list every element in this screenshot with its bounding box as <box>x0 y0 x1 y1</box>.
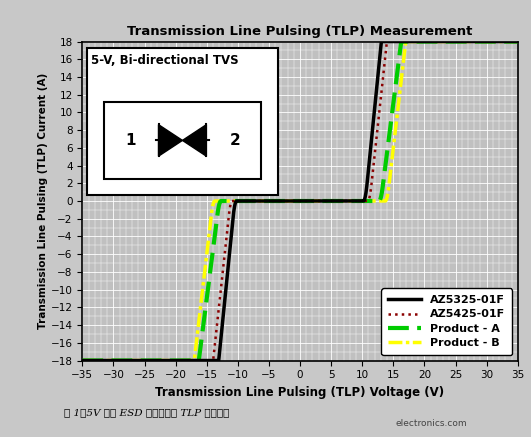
AZ5325-01F <box>502 39 509 44</box>
Product - B <box>279 198 286 204</box>
Product - A <box>502 39 508 44</box>
Product - B <box>402 39 409 44</box>
Line: AZ5425-01F: AZ5425-01F <box>82 42 518 361</box>
AZ5325-01F <box>515 39 521 44</box>
Product - B <box>515 39 521 44</box>
Product - B <box>101 358 108 363</box>
AZ5325-01F <box>291 198 297 204</box>
Product - B <box>502 39 509 44</box>
Product - A <box>398 39 405 44</box>
AZ5425-01F <box>101 358 108 363</box>
Product - B <box>502 39 508 44</box>
AZ5425-01F <box>291 198 297 204</box>
AZ5325-01F <box>422 39 429 44</box>
AZ5425-01F <box>79 358 85 363</box>
Line: Product - B: Product - B <box>82 42 518 361</box>
Product - A <box>79 358 85 363</box>
AZ5325-01F <box>378 39 384 44</box>
AZ5325-01F <box>101 358 108 363</box>
Text: 图 1：5V 双向 ESD 保护组件的 TLP 测试曲线: 图 1：5V 双向 ESD 保护组件的 TLP 测试曲线 <box>64 409 229 417</box>
FancyBboxPatch shape <box>87 48 278 194</box>
Text: 2: 2 <box>229 133 240 148</box>
AZ5325-01F <box>502 39 508 44</box>
Text: 1: 1 <box>125 133 135 148</box>
Product - A <box>101 358 108 363</box>
Title: Transmission Line Pulsing (TLP) Measurement: Transmission Line Pulsing (TLP) Measurem… <box>127 24 473 38</box>
Product - A <box>515 39 521 44</box>
AZ5425-01F <box>422 39 429 44</box>
Line: Product - A: Product - A <box>82 42 518 361</box>
Polygon shape <box>183 125 207 156</box>
AZ5425-01F <box>384 39 390 44</box>
AZ5425-01F <box>502 39 509 44</box>
Y-axis label: Transmission Line Pulsing (TLP) Current (A): Transmission Line Pulsing (TLP) Current … <box>38 73 48 329</box>
Product - B <box>291 198 297 204</box>
Product - A <box>422 39 429 44</box>
AZ5425-01F <box>502 39 508 44</box>
FancyBboxPatch shape <box>104 102 261 179</box>
Product - B <box>79 358 85 363</box>
Legend: AZ5325-01F, AZ5425-01F, Product - A, Product - B: AZ5325-01F, AZ5425-01F, Product - A, Pro… <box>381 288 512 355</box>
Product - A <box>291 198 297 204</box>
AZ5425-01F <box>279 198 286 204</box>
Text: electronics.com: electronics.com <box>396 419 467 428</box>
AZ5325-01F <box>79 358 85 363</box>
Product - B <box>422 39 429 44</box>
Line: AZ5325-01F: AZ5325-01F <box>82 42 518 361</box>
Product - A <box>502 39 509 44</box>
AZ5425-01F <box>515 39 521 44</box>
Text: 5-V, Bi-directional TVS: 5-V, Bi-directional TVS <box>91 54 238 67</box>
AZ5325-01F <box>279 198 286 204</box>
Product - A <box>279 198 286 204</box>
X-axis label: Transmission Line Pulsing (TLP) Voltage (V): Transmission Line Pulsing (TLP) Voltage … <box>156 386 444 399</box>
Polygon shape <box>158 125 183 156</box>
